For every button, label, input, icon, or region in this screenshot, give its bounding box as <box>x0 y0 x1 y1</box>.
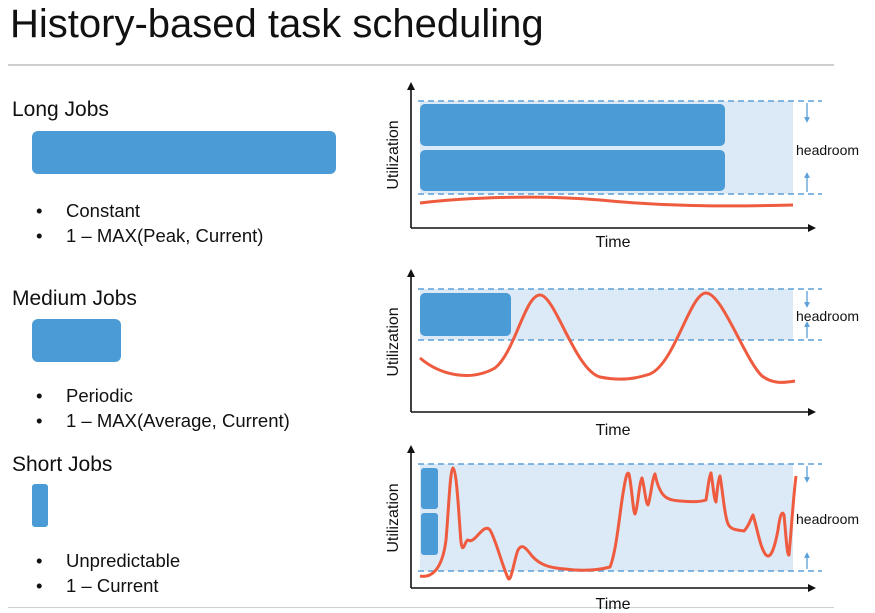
bullet-dot: • <box>36 410 43 431</box>
headroom-label: headroom <box>796 308 859 324</box>
bullet-text: Constant <box>66 200 141 221</box>
x-axis-label: Time <box>596 596 631 613</box>
bullet-dot: • <box>36 575 43 596</box>
medium-jobs-bullets: • Periodic • 1 – MAX(Average, Current) <box>36 383 290 433</box>
headroom-label: headroom <box>796 511 859 527</box>
bullet-item: • Unpredictable <box>36 548 180 573</box>
long-jobs-bullets: • Constant • 1 – MAX(Peak, Current) <box>36 198 263 248</box>
utilization-curve <box>419 291 796 384</box>
medium-jobs-diagram: headroom Utilization Time <box>385 269 859 439</box>
long-jobs-label: Long Jobs <box>12 98 109 121</box>
bullet-text: 1 – MAX(Average, Current) <box>66 410 290 431</box>
long-jobs-diagram: headroom Utilization Time <box>385 82 859 251</box>
short-job-bar <box>32 484 48 527</box>
page-title: History-based task scheduling <box>10 2 544 46</box>
bullet-item: • 1 – MAX(Average, Current) <box>36 408 290 433</box>
y-axis-label: Utilization <box>385 307 402 376</box>
bullet-text: 1 – MAX(Peak, Current) <box>66 225 264 246</box>
medium-jobs-label: Medium Jobs <box>12 287 137 310</box>
bullet-item: • Periodic <box>36 383 290 408</box>
long-job-block <box>420 150 725 191</box>
bullet-item: • 1 – Current <box>36 573 180 598</box>
medium-job-block <box>420 293 511 336</box>
short-job-block <box>421 513 438 555</box>
medium-job-bar <box>32 319 121 362</box>
long-job-block <box>420 104 725 146</box>
bullet-text: Unpredictable <box>66 550 181 571</box>
short-jobs-label: Short Jobs <box>12 453 113 476</box>
x-axis-label: Time <box>596 422 631 439</box>
bullet-dot: • <box>36 225 43 246</box>
short-jobs-diagram: headroom Utilization Time <box>385 445 859 613</box>
short-job-block <box>421 468 438 509</box>
bullet-dot: • <box>36 550 43 571</box>
y-axis-label: Utilization <box>385 120 402 189</box>
long-job-bar <box>32 131 336 174</box>
short-jobs-bullets: • Unpredictable • 1 – Current <box>36 548 180 598</box>
utilization-curve <box>419 466 798 581</box>
title-divider <box>8 64 834 66</box>
bullet-dot: • <box>36 200 43 221</box>
bullet-text: Periodic <box>66 385 133 406</box>
bullet-dot: • <box>36 385 43 406</box>
bullet-item: • 1 – MAX(Peak, Current) <box>36 223 263 248</box>
headroom-region <box>420 464 793 571</box>
x-axis-label: Time <box>596 234 631 251</box>
bottom-divider <box>8 607 834 608</box>
headroom-label: headroom <box>796 142 859 158</box>
bullet-text: 1 – Current <box>66 575 159 596</box>
utilization-curve <box>419 195 794 208</box>
y-axis-label: Utilization <box>385 483 402 552</box>
bullet-item: • Constant <box>36 198 263 223</box>
